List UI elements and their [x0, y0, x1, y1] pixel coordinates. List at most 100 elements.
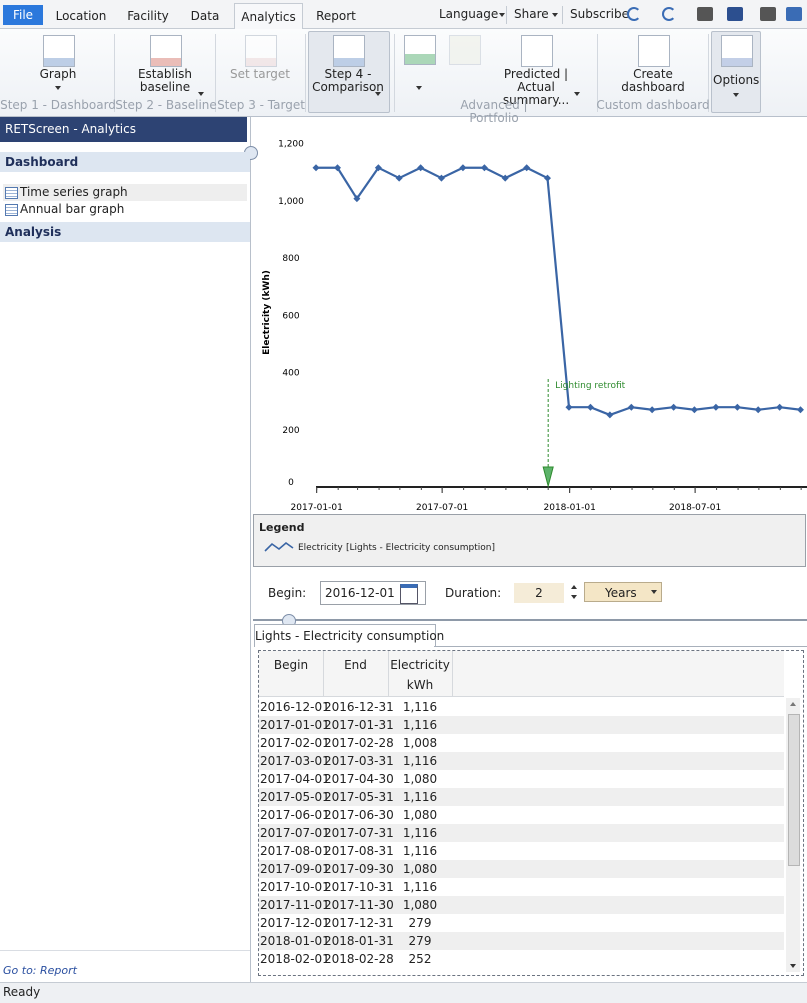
scroll-up[interactable] — [790, 702, 796, 706]
dropdown-arrow — [651, 590, 657, 594]
ribbon-tab[interactable]: Report — [316, 9, 356, 23]
column-header[interactable]: End — [344, 658, 367, 672]
value-cell: 1,116 — [402, 880, 438, 894]
value-cell: 1,080 — [402, 808, 438, 822]
data-point — [690, 406, 698, 414]
button-icon — [245, 35, 277, 67]
annotation-marker — [542, 466, 554, 488]
list-item[interactable] — [3, 184, 247, 201]
legend-swatch-line — [264, 541, 294, 552]
table-icon — [5, 204, 18, 216]
y-axis-label: Electricity (kWh) — [262, 270, 272, 355]
legend-entry: Electricity — [298, 543, 343, 553]
ribbon-button[interactable]: Predicted | Actual summary... — [502, 67, 570, 107]
chart-type-icon — [449, 35, 481, 65]
list-item-label[interactable]: Annual bar graph — [20, 202, 125, 216]
unit-select[interactable]: Years — [584, 582, 662, 602]
group-separator — [597, 34, 598, 112]
dropdown-arrow — [733, 93, 739, 97]
annotation-label: Lighting retrofit — [555, 381, 625, 391]
legend-note: [Lights - Electricity consumption] — [346, 543, 495, 553]
data-line — [316, 166, 801, 417]
duration-input[interactable]: 2 — [514, 583, 564, 603]
end-cell: 2017-09-30 — [324, 862, 394, 876]
list-item-label[interactable]: Time series graph — [20, 185, 128, 199]
value-cell: 1,116 — [402, 718, 438, 732]
column-header[interactable]: Electricity — [390, 658, 450, 672]
ribbon-tab[interactable]: Data — [190, 9, 220, 23]
begin-cell: 2017-06-01 — [260, 808, 330, 822]
spinner-up[interactable] — [571, 585, 577, 589]
ribbon-button[interactable]: Create dashboard — [621, 67, 685, 94]
begin-cell: 2016-12-01 — [260, 700, 330, 714]
toolbar-icon[interactable] — [760, 7, 776, 21]
ribbon-tab[interactable]: Location — [55, 9, 107, 23]
scrollbar-thumb[interactable] — [788, 714, 800, 866]
dropdown-arrow — [55, 86, 61, 90]
begin-cell: 2017-05-01 — [260, 790, 330, 804]
menu-button[interactable]: Share — [514, 7, 549, 21]
toolbar-icon[interactable] — [786, 7, 802, 21]
data-point — [437, 174, 445, 182]
ribbon-button[interactable]: Step 4 - Comparison — [312, 67, 384, 94]
end-cell: 2018-02-28 — [324, 952, 394, 966]
button-icon[interactable] — [521, 35, 553, 67]
button-icon[interactable] — [150, 35, 182, 67]
begin-cell: 2017-09-01 — [260, 862, 330, 876]
begin-value[interactable]: 2016-12-01 — [325, 586, 395, 600]
button-icon[interactable] — [43, 35, 75, 67]
ribbon-button[interactable]: Options — [713, 73, 760, 87]
value-cell: 1,008 — [402, 736, 438, 750]
ribbon-tab[interactable]: Analytics — [234, 3, 303, 30]
toolbar-icon[interactable] — [727, 7, 743, 21]
begin-cell: 2017-07-01 — [260, 826, 330, 840]
end-cell: 2018-01-31 — [324, 934, 394, 948]
button-icon[interactable] — [721, 35, 753, 67]
section-header[interactable]: Dashboard — [0, 152, 250, 172]
chart: 0 200 400 600 800 1,000 1,200 Electricity (kWh)… — [262, 140, 807, 512]
end-cell: 2017-10-31 — [324, 880, 394, 894]
end-cell: 2017-12-31 — [324, 916, 394, 930]
x-tick-label: 2018-07-01 — [669, 503, 721, 512]
legend-box — [253, 514, 806, 567]
column-header[interactable]: Begin — [273, 658, 309, 672]
end-cell: 2017-02-28 — [324, 736, 394, 750]
data-point — [480, 164, 488, 172]
button-icon[interactable] — [333, 35, 365, 67]
ribbon-group-label: Advanced | Portfolio — [460, 98, 528, 125]
value-cell: 279 — [408, 934, 432, 948]
ribbon-button[interactable]: Graph — [39, 67, 77, 81]
begin-cell: 2017-02-01 — [260, 736, 330, 750]
menu-button[interactable]: Subscribe — [570, 7, 629, 21]
ribbon-tab[interactable]: Facility — [127, 9, 169, 23]
toolbar-icon[interactable] — [662, 7, 676, 21]
y-tick-label: 1,000 — [278, 197, 304, 207]
data-point — [459, 164, 467, 172]
table-icon — [5, 187, 18, 199]
dropdown-arrow — [416, 86, 422, 90]
table-tab[interactable]: Lights - Electricity consumption — [254, 624, 444, 647]
ribbon-group-label: Step 1 - Dashboard — [0, 98, 116, 112]
ribbon-button[interactable]: Establish baseline — [137, 67, 193, 94]
menu-button[interactable]: Language — [439, 7, 499, 21]
button-icon[interactable] — [638, 35, 670, 67]
data-point — [565, 403, 573, 411]
ribbon-tab[interactable]: File — [3, 5, 43, 25]
toolbar-icon[interactable] — [627, 7, 641, 21]
duration-label: Duration: — [445, 586, 502, 600]
section-header[interactable]: Analysis — [0, 222, 250, 242]
column-divider — [388, 651, 389, 696]
calendar-button[interactable] — [400, 584, 418, 604]
end-cell: 2016-12-31 — [324, 700, 394, 714]
end-cell: 2017-06-30 — [324, 808, 394, 822]
report-link[interactable]: Go to: Report — [3, 964, 77, 977]
legend-title: Legend — [259, 521, 305, 534]
dropdown-arrow — [198, 92, 204, 96]
data-point — [417, 164, 425, 172]
column-divider — [323, 651, 324, 696]
chart-type-icon[interactable] — [404, 35, 436, 65]
data-point — [333, 164, 341, 172]
value-cell: 1,116 — [402, 754, 438, 768]
table-row[interactable] — [259, 950, 784, 968]
toolbar-icon[interactable] — [697, 7, 713, 21]
